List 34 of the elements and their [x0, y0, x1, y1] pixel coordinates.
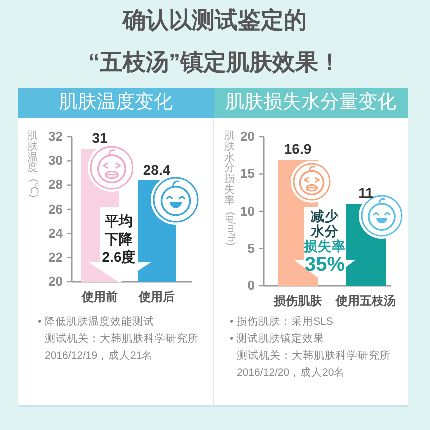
- data-label: 16.9: [283, 140, 313, 158]
- data-label: 11: [358, 184, 374, 202]
- chart-title: 肌肤温度变化: [18, 88, 214, 118]
- text: 测试机关：大韩肌肤科学研究所: [45, 332, 199, 347]
- y-tick-label: 20: [48, 273, 63, 291]
- annotation: 平均下降2.6度: [101, 212, 137, 266]
- text: 测试机关：大韩肌肤科学研究所: [237, 349, 391, 364]
- x-tick-label: 损伤肌肤: [274, 294, 322, 308]
- chart-title: 肌肤损失水分量变化: [214, 88, 408, 118]
- y-tick-label: 28: [48, 177, 63, 192]
- text: 2016/12/19，成人21名: [45, 349, 154, 364]
- text: • 降低肌肤温度效能测试: [38, 315, 155, 330]
- text: 确认以测试鉴定的“五枝汤”镇定肌肤效果！: [88, 6, 342, 77]
- text: • 损伤肌肤：采用SLS: [230, 315, 334, 330]
- y-axis-title: 肌肤水分损失率 (g/m²h): [224, 130, 236, 246]
- x-tick-label: 使用后: [138, 289, 176, 305]
- y-tick-label: 24: [48, 224, 63, 243]
- y-axis-title: 肌肤温度 (℃): [28, 130, 40, 198]
- y-tick-label: 0: [246, 277, 255, 295]
- text: • 测试肌肤镇定效果: [230, 332, 325, 347]
- y-tick-label: 20: [240, 129, 255, 144]
- y-tick-label: 26: [48, 200, 63, 218]
- annotation: 减少水分损失率35%: [302, 209, 347, 276]
- data-label: 28.4: [142, 160, 172, 178]
- y-tick-label: 32: [48, 129, 63, 144]
- x-tick-label: 使用五枝汤: [334, 293, 397, 309]
- x-tick-label: 使用前: [80, 289, 119, 305]
- text: 2016/12/20，成人20名: [237, 366, 346, 381]
- data-label: 31: [91, 129, 109, 148]
- y-tick-label: 22: [48, 248, 63, 267]
- y-tick-label: 5: [248, 240, 255, 256]
- y-tick-label: 15: [240, 166, 255, 182]
- y-tick-label: 10: [240, 204, 255, 218]
- y-tick-label: 30: [48, 153, 63, 168]
